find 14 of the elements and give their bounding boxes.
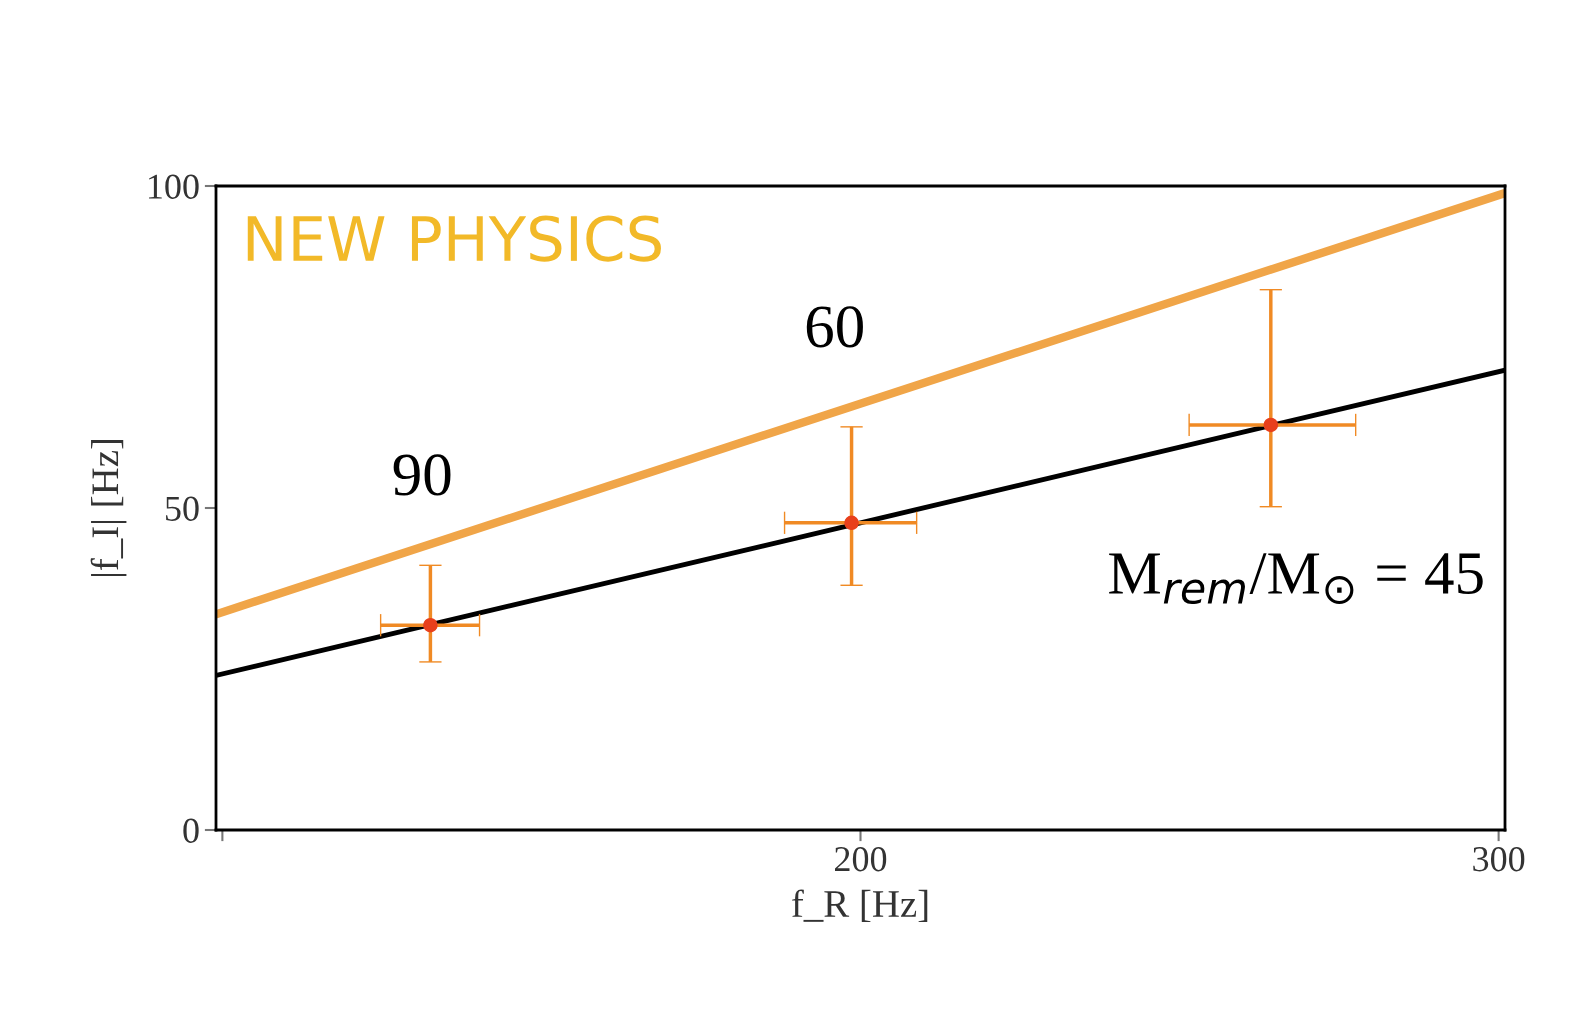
annotation: NEW PHYSICS [247,215,661,262]
y-tick-label: 50 [166,496,199,521]
annotation: M$_{rem}$/M$_{⊙}$ = 45 [1109,553,1483,605]
point [844,515,859,531]
x-tick-label: 200 [835,847,887,872]
y-tick-label: 0 [183,818,199,843]
x-axis-title: f_R [Hz] [792,889,928,923]
annotation: 60 [806,306,863,348]
point [423,617,438,633]
y-tick-label: 100 [149,174,199,199]
x-tick-label: 300 [1473,847,1525,872]
annotation: 90 [393,454,451,496]
y-axis-title: |f_I| [Hz] [90,439,127,577]
point [1263,417,1279,433]
